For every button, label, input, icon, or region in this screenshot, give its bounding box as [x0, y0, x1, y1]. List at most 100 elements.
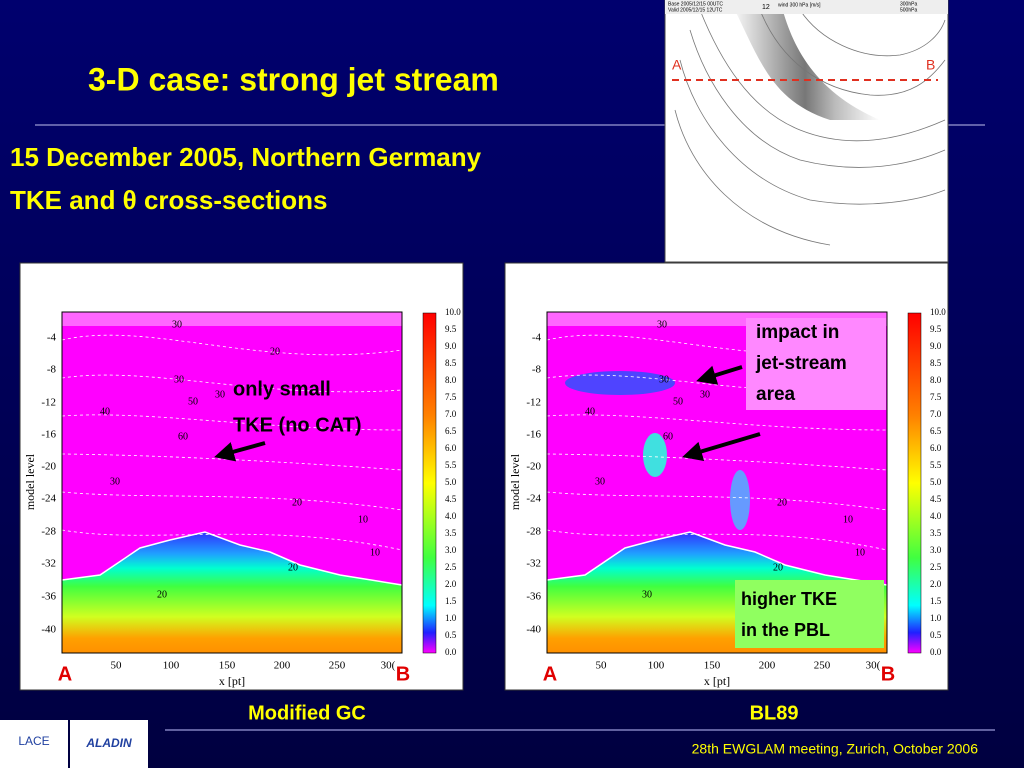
jet-band — [730, 0, 880, 120]
contour-label: 20 — [777, 497, 787, 508]
x-tick-label: 100 — [648, 660, 665, 672]
annotation: in the PBL — [741, 620, 830, 640]
point-label: A — [58, 663, 72, 685]
colorbar-label: 5.0 — [930, 477, 942, 487]
panel-caption: BL89 — [750, 702, 799, 724]
colorbar — [907, 312, 922, 654]
colorbar-label: 4.0 — [445, 511, 457, 521]
colorbar-label: 0.5 — [445, 630, 457, 640]
colorbar-label: 5.5 — [445, 460, 457, 470]
theta-pbl-top — [546, 531, 888, 586]
colorbar-label: 3.0 — [930, 545, 942, 555]
y-tick-label: -24 — [41, 493, 56, 505]
jet-tke-blob — [643, 433, 667, 477]
y-tick-label: -4 — [47, 332, 57, 344]
colorbar-label: 2.0 — [930, 579, 942, 589]
colorbar-label: 3.0 — [445, 545, 457, 555]
colorbar-label: 1.0 — [445, 613, 457, 623]
contour-label: 20 — [288, 562, 298, 573]
x-axis-label: x [pt] — [704, 674, 730, 688]
theta-contour — [61, 491, 403, 511]
map-inset: Base 2005/12/15 00UTC Valid 2005/12/15 1… — [664, 0, 949, 263]
annotation: impact in — [756, 322, 839, 343]
annotation-box — [746, 318, 886, 410]
colorbar-label: 3.5 — [930, 528, 942, 538]
cross-section-panel: 30 20 30 40 50 30 60 30 20 10 10 20 20 -4 -8 -12 -16 -20 -… — [19, 262, 464, 691]
colorbar-label: 9.5 — [445, 324, 457, 334]
plot-frame — [546, 311, 888, 654]
x-tick-label: 250 — [329, 660, 346, 672]
contour-label: 20 — [292, 497, 302, 508]
jet-tke-blob — [565, 371, 675, 395]
x-tick-label: 200 — [274, 660, 291, 672]
theta-contour — [61, 334, 403, 356]
y-tick-label: -4 — [532, 332, 542, 344]
annotation: only small — [233, 378, 331, 400]
x-tick-label: 50 — [111, 660, 123, 672]
contour-label: 30 — [657, 319, 667, 330]
y-tick-label: -40 — [41, 624, 56, 636]
logo-text: LACE — [18, 734, 49, 748]
logo-box — [70, 720, 148, 768]
colorbar-label: 6.5 — [445, 426, 457, 436]
contour-label: 60 — [663, 431, 673, 442]
x-tick-label: 50 — [596, 660, 608, 672]
colorbar-label: 1.5 — [930, 596, 942, 606]
map-header: Base 2005/12/15 00UTC — [668, 1, 723, 7]
colorbar — [422, 312, 437, 654]
x-tick-label: 150 — [219, 660, 236, 672]
colorbar-label: 6.5 — [930, 426, 942, 436]
contour-label: 20 — [270, 346, 280, 357]
contour-label: 30 — [642, 589, 652, 600]
y-tick-label: -8 — [532, 364, 542, 376]
colorbar-label: 9.5 — [930, 324, 942, 334]
colorbar-label: 1.5 — [445, 596, 457, 606]
map-header: Valid 2005/12/15 12UTC — [668, 7, 723, 13]
point-label: A — [672, 57, 682, 73]
colorbar-label: 2.5 — [930, 562, 942, 572]
colorbar-label: 7.0 — [445, 409, 457, 419]
theta-contour — [546, 529, 888, 551]
colorbar-label: 0.5 — [930, 630, 942, 640]
colorbar-label: 8.0 — [930, 375, 942, 385]
jet-tke-blob — [730, 470, 750, 530]
arrow — [214, 441, 266, 462]
colorbar-label: 8.5 — [445, 358, 457, 368]
slide-title: 3-D case: strong jet stream — [88, 61, 499, 97]
y-tick-label: -32 — [41, 558, 56, 570]
point-label: B — [396, 663, 410, 685]
y-tick-label: -40 — [526, 624, 541, 636]
map-frame — [664, 0, 949, 263]
footer-text: 28th EWGLAM meeting, Zurich, October 200… — [692, 741, 979, 757]
contour-label: 50 — [188, 396, 198, 407]
theta-contour — [546, 491, 888, 511]
arrow — [696, 365, 743, 385]
contour-label: 40 — [100, 406, 110, 417]
theta-contour — [546, 453, 888, 471]
pbl-field — [62, 532, 402, 653]
hatched-top — [62, 312, 402, 326]
annotation: jet-stream — [755, 353, 847, 374]
y-tick-label: -16 — [41, 429, 56, 441]
arrow — [682, 432, 761, 462]
map-header: 500hPa — [900, 7, 917, 13]
contour-label: 60 — [178, 431, 188, 442]
contour-label: 30 — [215, 389, 225, 400]
colorbar-label: 5.5 — [930, 460, 942, 470]
y-tick-label: -32 — [526, 558, 541, 570]
colorbar-label: 6.0 — [445, 443, 457, 453]
y-tick-label: -36 — [526, 591, 541, 603]
contour-label: 40 — [585, 406, 595, 417]
y-tick-label: -8 — [47, 364, 57, 376]
annotation: higher TKE — [741, 589, 837, 609]
plot-frame — [61, 311, 403, 654]
colorbar-label: 3.5 — [445, 528, 457, 538]
y-tick-label: -20 — [41, 461, 56, 473]
y-tick-label: -12 — [41, 397, 56, 409]
contour-label: 30 — [700, 389, 710, 400]
x-tick-label: 250 — [814, 660, 831, 672]
subtitle: 15 December 2005, Northern Germany — [10, 142, 482, 172]
colorbar-label: 9.0 — [930, 341, 942, 351]
contour-label: 10 — [370, 547, 380, 558]
theta-contour — [546, 334, 888, 356]
